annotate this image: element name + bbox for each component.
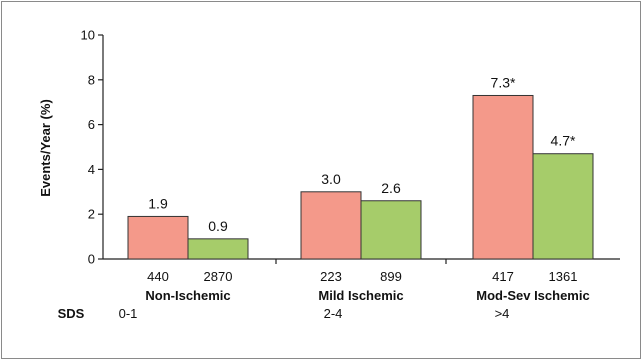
sample-size-label: 417 (492, 269, 514, 284)
sds-range-label: >4 (495, 306, 510, 321)
data-label: 2.6 (381, 180, 401, 196)
y-tick-label: 4 (88, 162, 95, 177)
bar (187, 238, 249, 260)
group-label: Non-Ischemic (145, 288, 230, 303)
bar (360, 200, 422, 260)
y-tick-label: 6 (88, 117, 95, 132)
data-label: 3.0 (321, 171, 341, 187)
data-label: 0.9 (208, 218, 228, 234)
data-label: 7.3* (491, 74, 516, 90)
sample-size-label: 440 (147, 269, 169, 284)
y-tick-label: 8 (88, 72, 95, 87)
labels: 1.9 440 0.9 2870 Non-Ischemic 0-1 3.0 223 2.6 899… (119, 74, 590, 321)
bar (127, 215, 189, 260)
bar (300, 191, 362, 260)
sample-size-label: 1361 (549, 269, 578, 284)
sds-label: SDS (58, 306, 85, 321)
y-tick-label: 0 (88, 252, 95, 267)
sample-size-label: 899 (380, 269, 402, 284)
group-label: Mod-Sev Ischemic (476, 288, 589, 303)
data-label: 4.7* (551, 133, 576, 149)
bars (127, 94, 594, 260)
group-label: Mild Ischemic (318, 288, 403, 303)
y-tick-label: 10 (81, 28, 95, 43)
sds-range-label: 0-1 (119, 306, 138, 321)
sample-size-label: 223 (320, 269, 342, 284)
sds-range-label: 2-4 (324, 306, 343, 321)
bar (532, 153, 594, 260)
sample-size-label: 2870 (204, 269, 233, 284)
y-axis-label: Events/Year (%) (38, 99, 53, 197)
data-label: 1.9 (148, 195, 168, 211)
y-tick-label: 2 (88, 207, 95, 222)
bar (472, 94, 534, 260)
